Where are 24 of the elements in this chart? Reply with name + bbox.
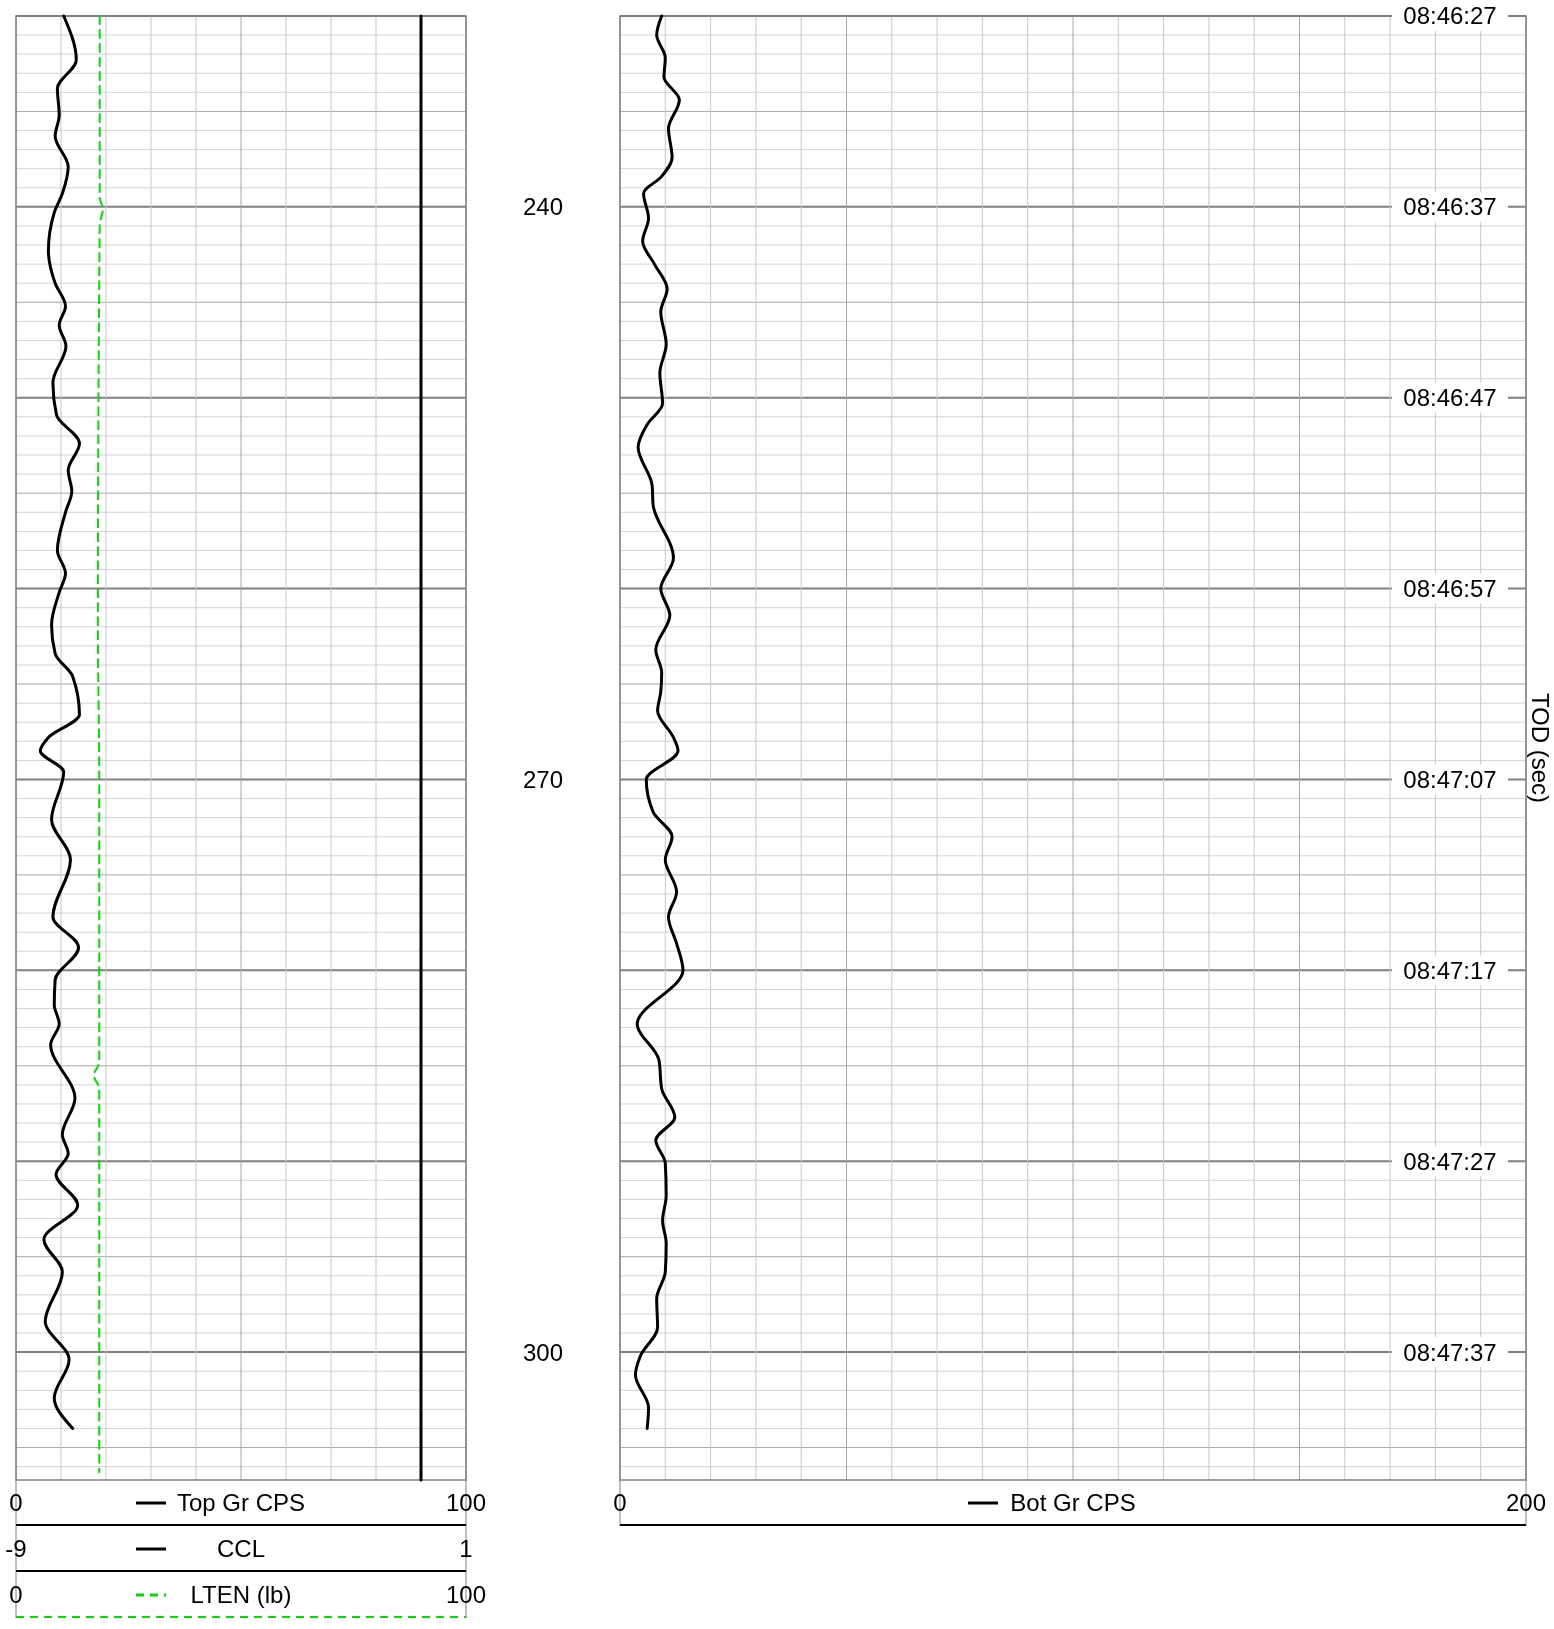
y2-tick-label: 08:46:47 bbox=[1403, 384, 1497, 412]
legend-label: Top Gr CPS bbox=[176, 1489, 306, 1517]
y2-tick-label: 08:47:37 bbox=[1403, 1338, 1497, 1366]
x-tick-label: 100 bbox=[445, 1489, 487, 1517]
y2-axis-title: TOD (sec) bbox=[1526, 692, 1554, 804]
x2-tick-label: -9 bbox=[5, 1535, 27, 1563]
text: 0 bbox=[9, 1581, 23, 1609]
y2-tick-label: 08:46:27 bbox=[1403, 2, 1497, 30]
x-tick-label: 0 bbox=[9, 1489, 23, 1517]
y2-tick-label: 08:47:27 bbox=[1403, 1147, 1497, 1175]
y2-tick-label: 08:47:07 bbox=[1403, 765, 1497, 793]
legend-label: LTEN (lb) bbox=[190, 1581, 292, 1609]
y-tick-label: 300 bbox=[522, 1338, 564, 1366]
text: 100 bbox=[445, 1581, 487, 1609]
y2-tick-label: 08:46:57 bbox=[1403, 575, 1497, 603]
y2-tick-label: 08:46:37 bbox=[1403, 193, 1497, 221]
legend-label: Bot Gr CPS bbox=[1010, 1489, 1136, 1517]
x-tick-label: 0 bbox=[613, 1489, 627, 1517]
x-tick-label: 200 bbox=[1505, 1489, 1547, 1517]
y-tick-label: 240 bbox=[522, 193, 564, 221]
legend-label: CCL bbox=[216, 1535, 266, 1563]
y2-tick-label: 08:47:17 bbox=[1403, 956, 1497, 984]
x2-tick-label: 1 bbox=[459, 1535, 473, 1563]
y-tick-label: 270 bbox=[522, 765, 564, 793]
